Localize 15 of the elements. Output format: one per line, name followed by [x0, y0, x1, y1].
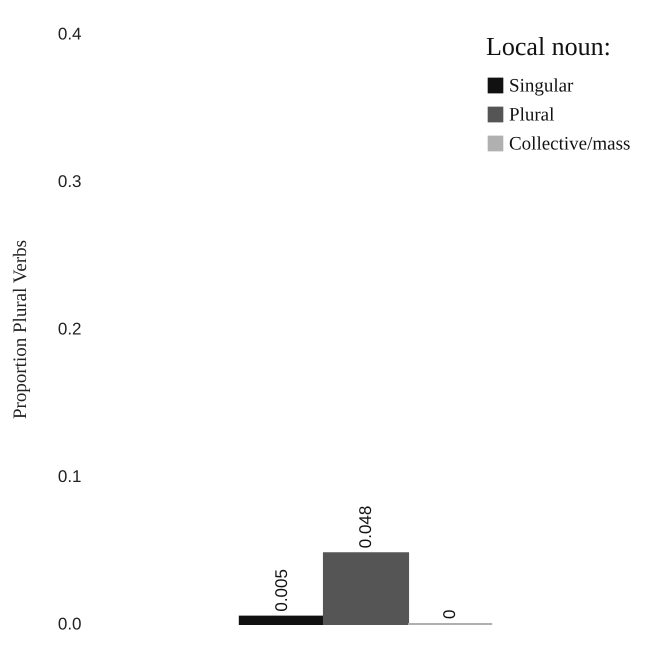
y-tick-label: 0.1: [58, 467, 82, 486]
y-tick-label: 0.2: [58, 320, 82, 338]
y-axis-title: Proportion Plural Verbs: [10, 240, 31, 420]
bar: [238, 616, 325, 625]
y-tick-label: 0.0: [58, 614, 82, 634]
legend-label: Plural: [509, 104, 554, 126]
data-label: 0.005: [272, 569, 291, 612]
legend-label: Singular: [509, 76, 574, 96]
bar: [322, 552, 410, 625]
legend-title: Local noun:: [486, 32, 611, 61]
data-label: 0.048: [356, 506, 375, 548]
y-tick-label: 0.3: [58, 172, 82, 191]
legend-label: Collective/mass: [509, 134, 630, 154]
data-label: 0: [440, 610, 460, 619]
y-tick-label: 0.4: [58, 24, 82, 44]
